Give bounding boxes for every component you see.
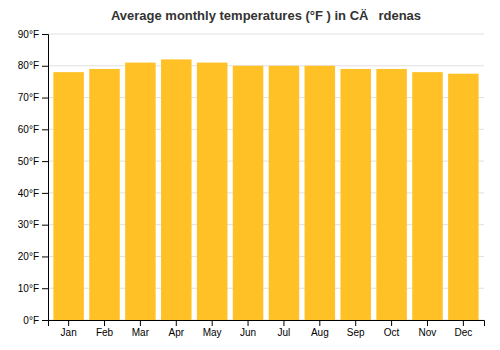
y-tick-label: 80°F	[18, 60, 39, 71]
x-tick-label: Apr	[169, 327, 185, 338]
axis-line	[42, 35, 49, 321]
x-tick: Dec	[454, 320, 472, 338]
x-tick-mark	[248, 320, 249, 326]
x-tick: Jul	[278, 320, 291, 338]
y-tick-mark	[42, 288, 48, 289]
y-tick: 0°F	[23, 315, 48, 326]
bar	[269, 66, 300, 320]
bar	[233, 66, 264, 320]
x-tick-label: Feb	[96, 327, 114, 338]
bar	[53, 72, 84, 320]
y-tick-mark	[42, 34, 48, 35]
x-tick: Jun	[240, 320, 256, 338]
x-tick-label: Jul	[278, 327, 291, 338]
y-tick-label: 40°F	[18, 188, 39, 199]
y-axis: 0°F 10°F 20°F 30°F 40°F 50°F 60°F 70°F 80°F 90°F	[18, 29, 49, 326]
bar	[376, 69, 407, 320]
x-tick-label: Aug	[311, 327, 329, 338]
y-tick-label: 10°F	[18, 283, 39, 294]
x-tick-mark	[104, 320, 105, 326]
y-tick-label: 90°F	[18, 29, 39, 40]
y-tick: 40°F	[18, 188, 48, 199]
title: Average monthly temperatures (°F ) in CÄ…	[111, 8, 421, 23]
x-tick-label: Sep	[347, 327, 365, 338]
y-tick-mark	[42, 256, 48, 257]
y-tick: 50°F	[18, 156, 48, 167]
x-tick-mark	[140, 320, 141, 326]
bar	[89, 69, 120, 320]
x-tick-label: Mar	[132, 327, 150, 338]
y-tick-mark	[42, 161, 48, 162]
x-tick: Nov	[419, 320, 437, 338]
y-tick: 70°F	[18, 92, 48, 103]
grid-line	[48, 65, 484, 66]
x-tick: Aug	[311, 320, 329, 338]
y-tick-mark	[42, 129, 48, 130]
x-tick-label: Dec	[454, 327, 472, 338]
y-tick-label: 70°F	[18, 92, 39, 103]
y-tick: 80°F	[18, 60, 48, 71]
y-tick-mark	[42, 66, 48, 67]
x-tick: Feb	[96, 320, 114, 338]
x-tick-label: Jan	[61, 327, 77, 338]
grid	[48, 34, 484, 320]
x-tick-mark	[212, 320, 213, 326]
x-tick: Jan	[61, 320, 77, 338]
y-tick: 10°F	[18, 283, 48, 294]
y-tick: 90°F	[18, 29, 48, 40]
x-tick-label: Oct	[384, 327, 400, 338]
x-tick-mark	[68, 320, 69, 326]
y-tick: 60°F	[18, 124, 48, 135]
x-axis: Jan Feb Mar Apr May Jun Jul Aug Sep Oct Nov Dec	[49, 320, 485, 338]
axis-line	[49, 321, 485, 327]
bar	[125, 63, 156, 320]
x-tick-mark	[463, 320, 464, 326]
grid-line	[48, 34, 484, 35]
y-tick-mark	[42, 98, 48, 99]
bar	[340, 69, 371, 320]
x-tick-mark	[355, 320, 356, 326]
x-tick-label: Jun	[240, 327, 256, 338]
plot-area: 0°F 10°F 20°F 30°F 40°F 50°F 60°F 70°F 80°F 90°F J…	[18, 29, 485, 338]
y-tick-label: 20°F	[18, 251, 39, 262]
y-tick: 30°F	[18, 219, 48, 230]
x-tick-mark	[319, 320, 320, 326]
x-tick-mark	[176, 320, 177, 326]
bar	[305, 66, 336, 320]
chart-svg: 0°F 10°F 20°F 30°F 40°F 50°F 60°F 70°F 80°F 90°F J…	[0, 0, 500, 350]
x-tick-mark	[427, 320, 428, 326]
x-tick: Apr	[169, 320, 185, 338]
x-tick-label: May	[203, 327, 222, 338]
y-tick-mark	[42, 225, 48, 226]
x-tick: Mar	[132, 320, 150, 338]
x-tick-mark	[283, 320, 284, 326]
y-tick-label: 50°F	[18, 156, 39, 167]
y-tick-label: 60°F	[18, 124, 39, 135]
bar	[448, 74, 479, 320]
x-tick-mark	[391, 320, 392, 326]
bar	[412, 72, 443, 320]
y-tick-mark	[42, 193, 48, 194]
y-tick: 20°F	[18, 251, 48, 262]
bar	[197, 63, 228, 320]
x-tick: Oct	[384, 320, 400, 338]
x-tick-label: Nov	[419, 327, 437, 338]
y-tick-label: 0°F	[23, 315, 39, 326]
y-tick-mark	[42, 320, 48, 321]
bars	[53, 59, 478, 320]
y-tick-label: 30°F	[18, 219, 39, 230]
chart-container: 0°F 10°F 20°F 30°F 40°F 50°F 60°F 70°F 80°F 90°F J…	[0, 0, 500, 350]
x-tick: Sep	[347, 320, 365, 338]
bar	[161, 59, 192, 320]
x-tick: May	[203, 320, 222, 338]
